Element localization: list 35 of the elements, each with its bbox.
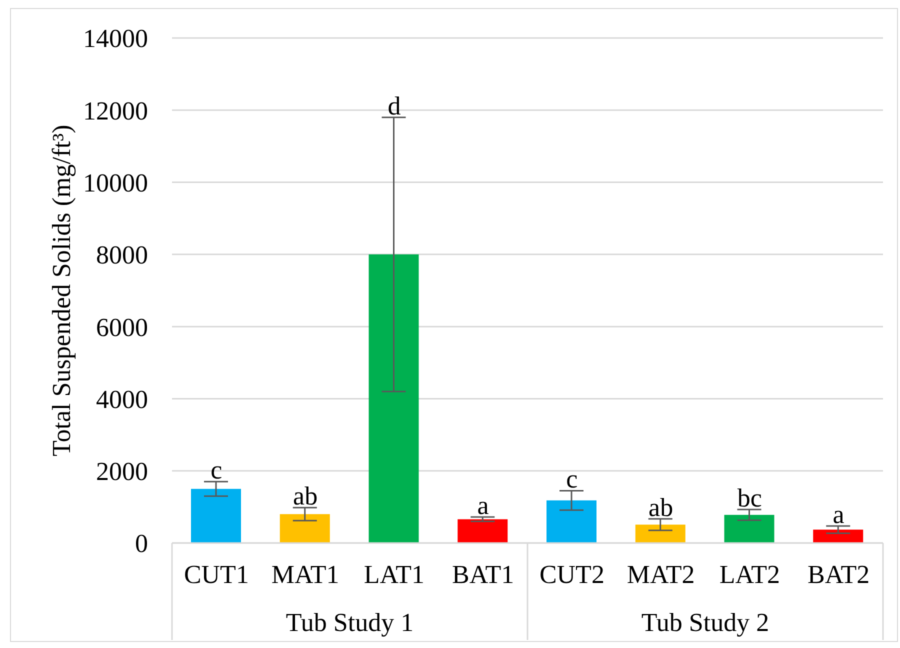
text: Tub Study 1 <box>286 608 414 637</box>
y-tick-label: 6000 <box>96 312 148 342</box>
x-tick-label: LAT2 <box>719 560 780 589</box>
text: Tub Study 2 <box>641 608 770 637</box>
annotation: c <box>566 464 578 494</box>
bar <box>458 519 508 543</box>
y-tick-label: 14000 <box>83 24 148 54</box>
x-tick-label: BAT1 <box>452 560 514 589</box>
annotation: c <box>210 456 222 485</box>
x-tick-label: BAT2 <box>808 560 870 589</box>
bar <box>368 254 419 543</box>
x-tick-label: MAT2 <box>626 560 695 589</box>
y-axis-title: Total Suspended Solids (mg/ft³) <box>47 124 76 456</box>
y-tick-label: 8000 <box>96 240 148 270</box>
annotation: a <box>832 500 845 530</box>
x-tick-label: MAT1 <box>271 560 340 589</box>
bar <box>813 530 864 543</box>
annotation: bc <box>737 483 762 512</box>
x-tick-label: CUT2 <box>539 560 604 589</box>
annotation: a <box>477 491 490 520</box>
y-tick-label: 4000 <box>96 384 148 414</box>
y-tick-label: 10000 <box>83 168 148 198</box>
annotation: ab <box>648 492 674 522</box>
x-tick-label: LAT1 <box>364 560 425 589</box>
bar <box>280 514 330 543</box>
x-tick-label: CUT1 <box>184 560 249 589</box>
annotation: ab <box>293 482 318 511</box>
y-tick-label: 2000 <box>96 457 148 486</box>
y-tick-label: 0 <box>135 529 148 558</box>
bar <box>546 500 596 543</box>
y-tick-label: 12000 <box>83 96 148 126</box>
bar <box>635 524 686 543</box>
annotation: d <box>388 91 401 120</box>
bar <box>724 514 774 543</box>
bar <box>191 488 241 543</box>
